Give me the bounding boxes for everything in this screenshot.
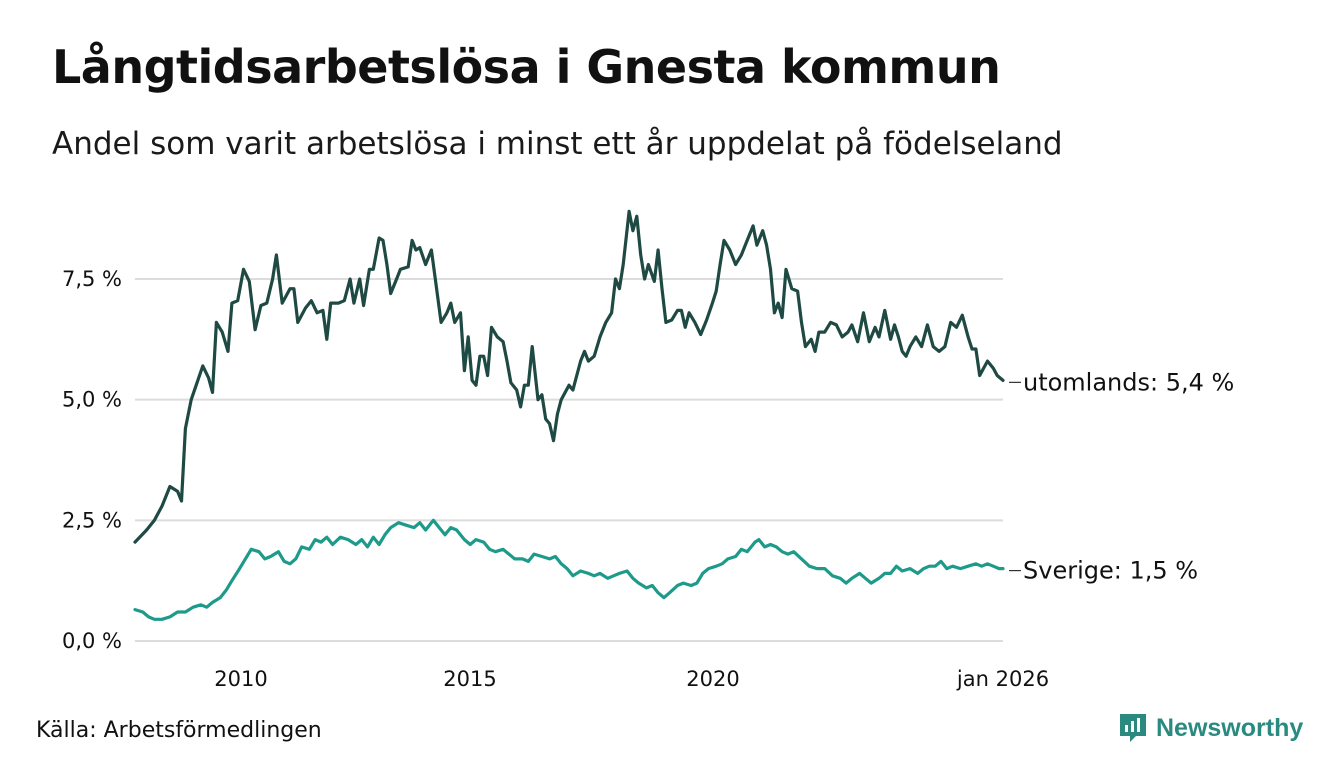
- brand-name: Newsworthy: [1156, 713, 1304, 742]
- end-label-sverige: Sverige: 1,5 %: [1023, 557, 1198, 585]
- newsworthy-logo-icon: [1120, 714, 1146, 742]
- chart-title: Långtidsarbetslösa i Gnesta kommun: [52, 40, 1001, 94]
- x-tick-label: 2020: [686, 667, 739, 691]
- chart-subtitle: Andel som varit arbetslösa i minst ett å…: [52, 126, 1063, 162]
- series-line-sverige: [133, 518, 1005, 621]
- y-tick-label: 2,5 %: [62, 508, 122, 532]
- x-tick-label: 2010: [214, 667, 267, 691]
- x-tick-label: jan 2026: [956, 667, 1049, 691]
- x-tick-label: 2015: [443, 667, 496, 691]
- y-tick-label: 7,5 %: [62, 267, 122, 291]
- series-line-utomlands: [133, 209, 1005, 544]
- brand-logo: Newsworthy: [1118, 712, 1303, 744]
- y-tick-label: 5,0 %: [62, 388, 122, 412]
- source-note: Källa: Arbetsförmedlingen: [36, 718, 322, 743]
- y-tick-label: 0,0 %: [62, 629, 122, 653]
- end-label-utomlands: utomlands: 5,4 %: [1023, 368, 1234, 396]
